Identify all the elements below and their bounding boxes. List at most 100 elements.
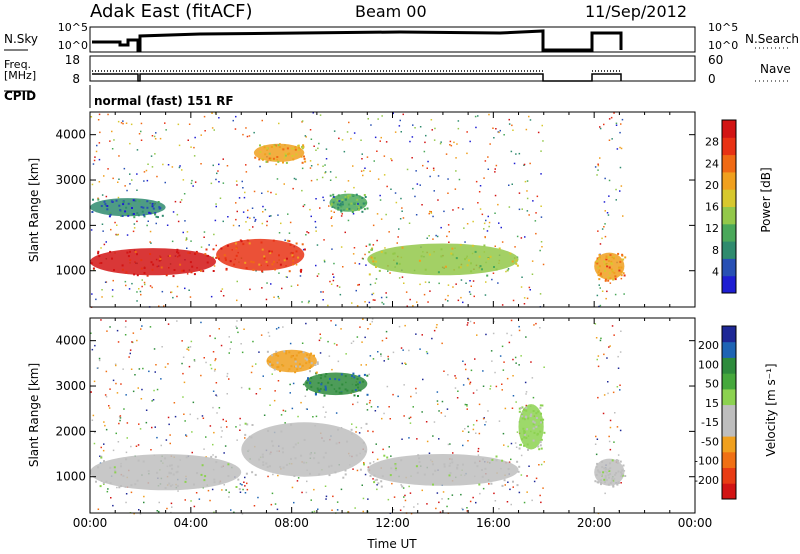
noise-point [611,325,614,327]
scatter-point [540,447,543,450]
noise-point [129,142,131,145]
noise-point [275,193,277,195]
scatter-point [308,361,311,364]
scatter-point [294,443,297,446]
noise-point [218,163,220,166]
noise-point [210,295,213,298]
noise-point [479,492,481,495]
noise-point [477,454,480,456]
colorbar-swatch [722,357,736,374]
colorbar-swatch [722,388,736,406]
noise-point [506,377,509,380]
noise-point [225,489,227,491]
noise-point [331,509,333,511]
scatter-point [278,254,280,257]
scatter-point [140,259,143,262]
noise-point [277,214,279,216]
noise-point [460,279,463,281]
scatter-point [610,260,613,263]
noise-point [308,300,310,302]
noise-point [306,480,308,483]
noise-point [351,423,353,425]
noise-point [311,511,314,513]
noise-point [91,419,94,421]
scatter-point [377,482,380,485]
noise-point [353,132,356,134]
noise-point [190,500,192,502]
station-title: Adak East (fitACF) [90,1,253,22]
scatter-point [113,269,115,271]
scatter-point [474,250,477,253]
scatter-point [511,260,514,263]
noise-point [614,412,616,414]
noise-point [126,189,128,192]
scatter-region [90,198,166,217]
noise-point [501,383,503,385]
noise-point [129,183,131,185]
noise-point [472,280,475,282]
noise-point [324,171,327,173]
noise-point [318,339,321,342]
noise-point [151,400,153,402]
noise-point [492,272,495,274]
noise-point [267,331,270,334]
scatter-point [314,391,317,394]
scatter-point [300,270,302,273]
noise-point [141,285,143,288]
noise-point [107,168,109,170]
noise-point [372,478,374,480]
scatter-point [604,279,607,282]
noise-point [488,483,490,485]
nsky-tick-bottom: 10^0 [58,39,88,52]
scatter-point [617,459,620,462]
noise-point [261,287,263,289]
noise-point [275,328,278,330]
scatter-point [131,213,134,216]
noise-point [515,446,518,448]
noise-point [472,496,474,499]
noise-point [431,337,433,340]
noise-point [325,498,327,500]
scatter-point [105,480,108,483]
noise-point [477,202,479,204]
noise-point [395,201,398,204]
noise-point [503,444,505,446]
noise-point [187,349,190,351]
noise-point [470,285,472,287]
scatter-point [215,256,218,259]
colorbar-tick-label: 12 [705,222,719,235]
noise-point [383,155,386,157]
colorbar-frame [721,325,737,500]
noise-point [416,301,418,303]
noise-point [323,259,326,262]
noise-point [118,178,120,180]
scatter-point [268,157,271,160]
noise-point [270,503,273,506]
noise-point [538,464,540,466]
noise-point [323,199,325,202]
scatter-point [121,268,124,271]
noise-point [112,279,114,282]
scatter-point [489,255,492,258]
noise-point [160,378,162,380]
noise-point [376,150,378,152]
scatter-point [521,406,524,409]
noise-point [177,490,179,492]
noise-point [159,137,162,140]
scatter-point [600,474,603,477]
scatter-point [525,416,528,419]
scatter-point [160,266,163,269]
noise-point [515,401,517,403]
scatter-point [619,260,622,263]
noise-point [357,284,359,286]
noise-point [457,120,460,122]
noise-point [371,320,373,323]
noise-point [405,363,407,365]
scatter-point [622,258,625,261]
noise-point [439,142,442,145]
noise-point [467,431,470,433]
noise-point [498,131,500,134]
scatter-point [136,212,139,215]
noise-point [438,438,440,440]
noise-point [425,134,427,137]
